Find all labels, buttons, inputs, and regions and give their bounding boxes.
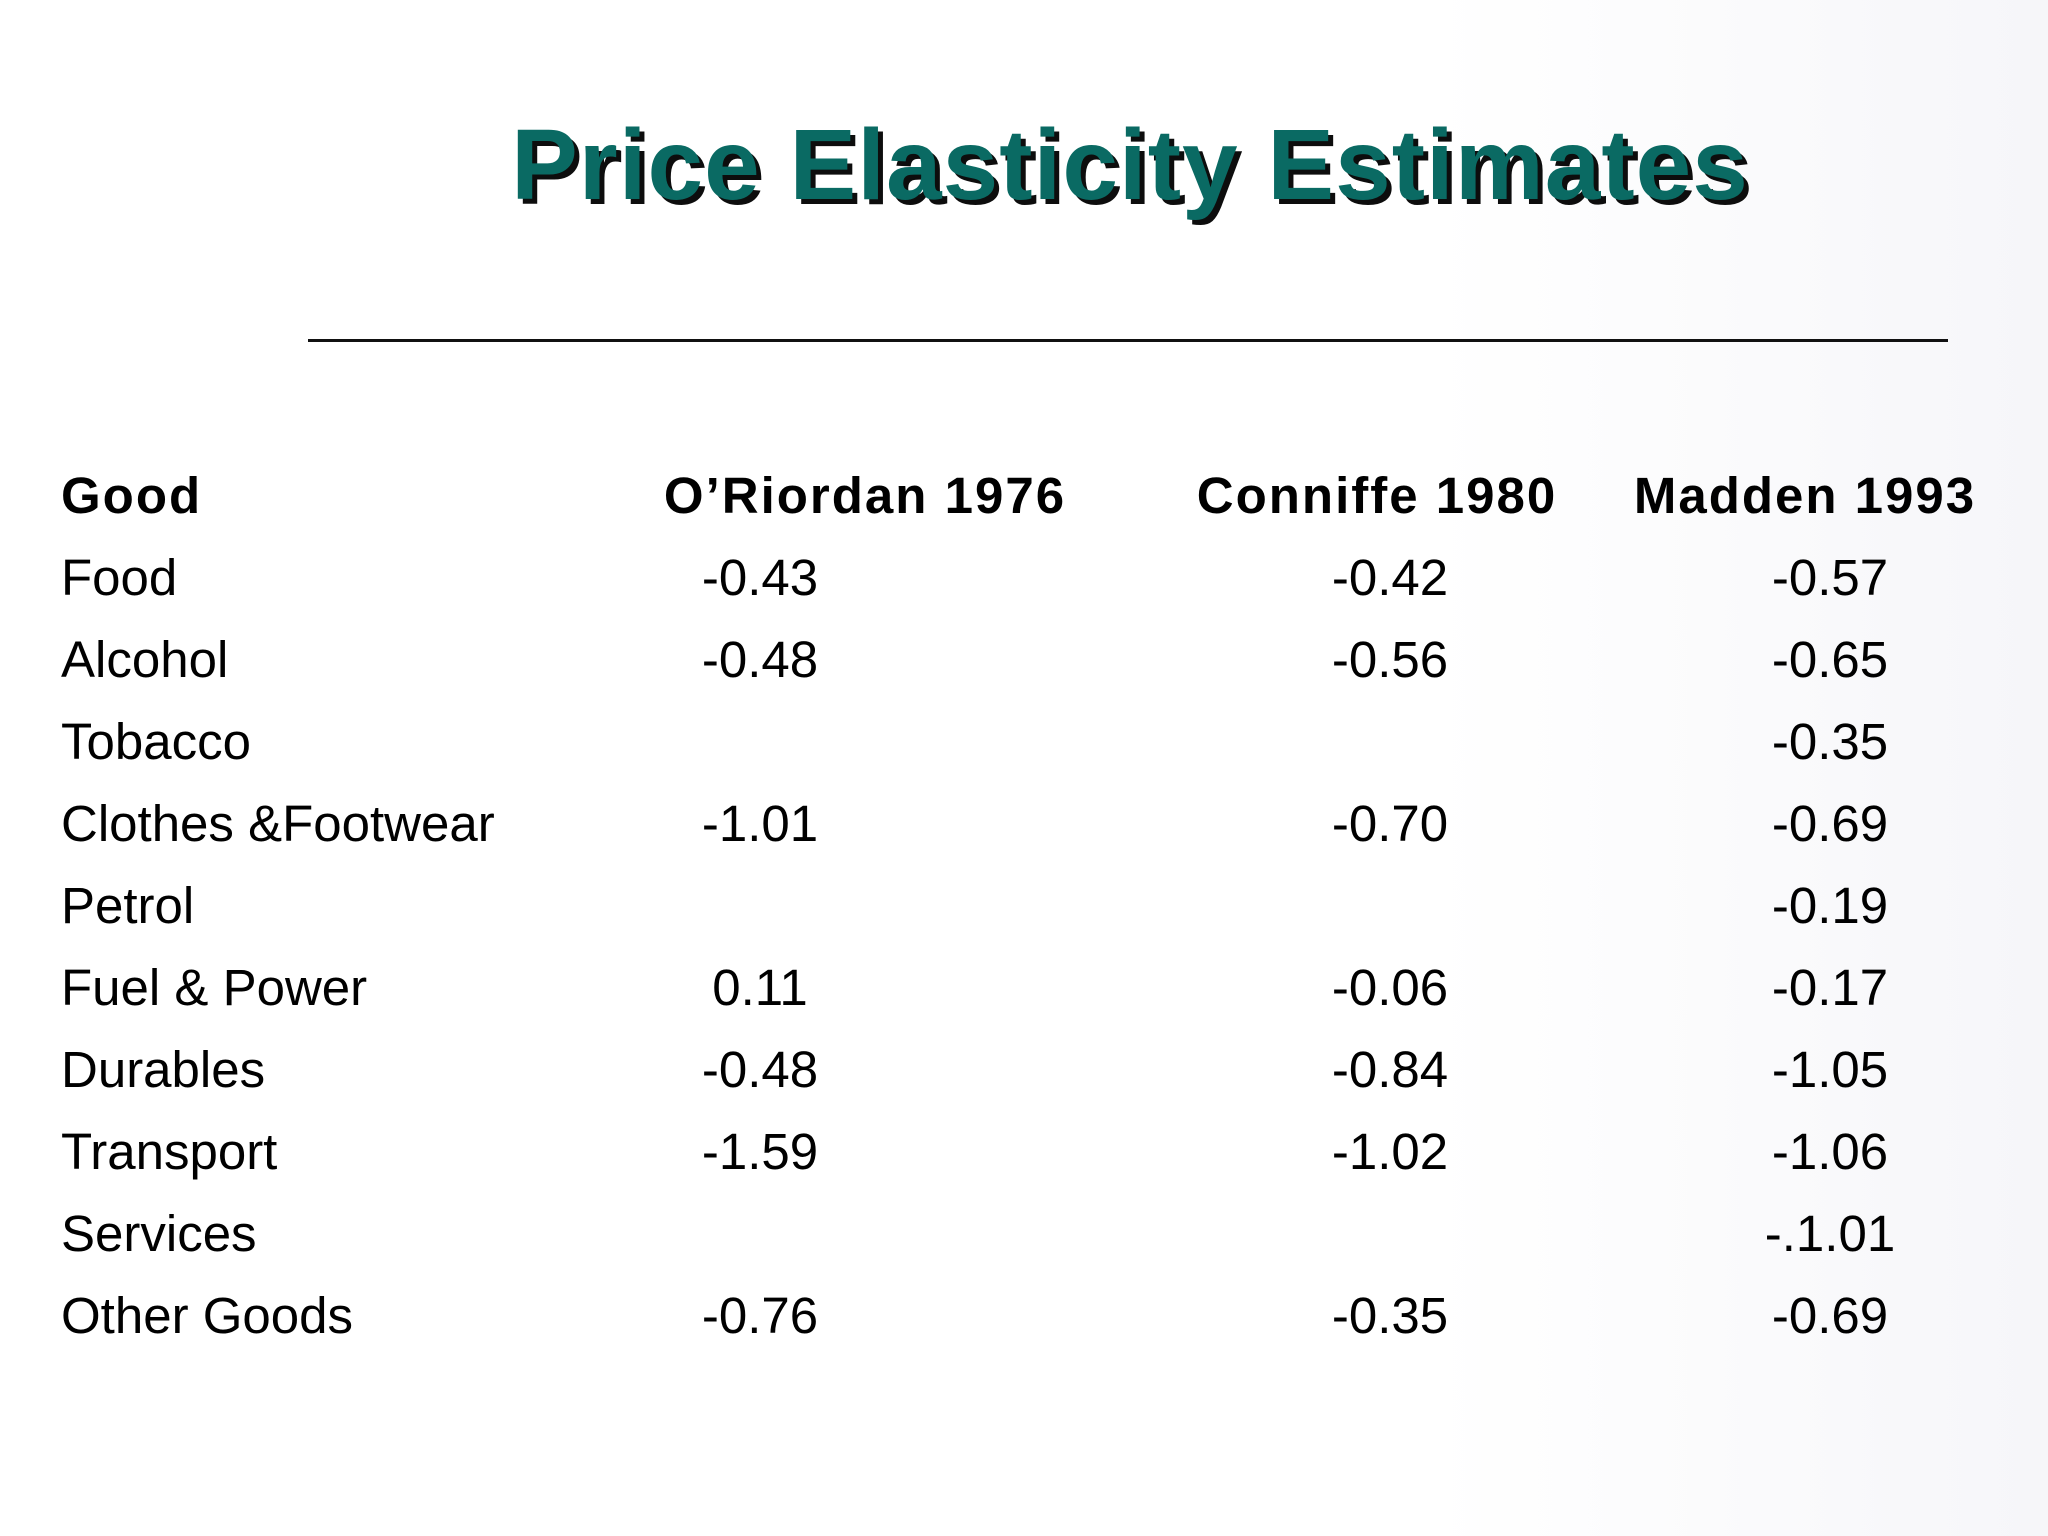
cell-good: Other Goods (61, 1287, 353, 1344)
table-header-row: Good O’Riordan 1976 Conniffe 1980 Madden… (0, 455, 2048, 537)
header-oriordan-1976: O’Riordan 1976 (663, 467, 1067, 524)
table-row: Fuel & Power 0.11 -0.06 -0.17 (0, 947, 2048, 1029)
cell-oriordan: -1.01 (701, 795, 819, 852)
cell-good: Petrol (61, 877, 195, 934)
cell-good: Services (61, 1205, 257, 1262)
cell-oriordan: -1.59 (701, 1123, 819, 1180)
table-row: Tobacco -0.35 (0, 701, 2048, 783)
cell-madden: -0.17 (1771, 959, 1889, 1016)
cell-conniffe: -0.06 (1331, 959, 1449, 1016)
cell-madden: -0.19 (1771, 877, 1889, 934)
cell-conniffe: -0.84 (1331, 1041, 1449, 1098)
table-row: Food -0.43 -0.42 -0.57 (0, 537, 2048, 619)
cell-madden: -0.69 (1771, 795, 1889, 852)
cell-good: Fuel & Power (61, 959, 368, 1016)
header-madden-1993: Madden 1993 (1633, 467, 1977, 524)
header-conniffe-1980: Conniffe 1980 (1196, 467, 1558, 524)
cell-conniffe: -0.70 (1331, 795, 1449, 852)
cell-oriordan: -0.43 (701, 549, 819, 606)
header-good: Good (61, 467, 203, 524)
table-row: Alcohol -0.48 -0.56 -0.65 (0, 619, 2048, 701)
cell-oriordan: 0.11 (712, 959, 808, 1016)
cell-oriordan: -0.48 (701, 1041, 819, 1098)
table-row: Durables -0.48 -0.84 -1.05 (0, 1029, 2048, 1111)
cell-madden: -1.05 (1771, 1041, 1889, 1098)
table-row: Other Goods -0.76 -0.35 -0.69 (0, 1275, 2048, 1357)
cell-conniffe: -0.56 (1331, 631, 1449, 688)
cell-good: Clothes &Footwear (61, 795, 495, 852)
cell-conniffe: -0.35 (1331, 1287, 1449, 1344)
table-row: Petrol -0.19 (0, 865, 2048, 947)
cell-oriordan: -0.76 (701, 1287, 819, 1344)
cell-oriordan: -0.48 (701, 631, 819, 688)
cell-madden: -1.06 (1771, 1123, 1889, 1180)
cell-good: Durables (61, 1041, 266, 1098)
cell-madden: -0.57 (1771, 549, 1889, 606)
cell-good: Food (61, 549, 178, 606)
table-row: Clothes &Footwear -1.01 -0.70 -0.69 (0, 783, 2048, 865)
table-row: Services -.1.01 (0, 1193, 2048, 1275)
cell-madden: -.1.01 (1764, 1205, 1896, 1262)
title-divider (308, 339, 1948, 342)
cell-good: Transport (61, 1123, 278, 1180)
cell-madden: -0.69 (1771, 1287, 1889, 1344)
table-row: Transport -1.59 -1.02 -1.06 (0, 1111, 2048, 1193)
cell-good: Alcohol (61, 631, 229, 688)
cell-good: Tobacco (61, 713, 251, 770)
cell-madden: -0.35 (1771, 713, 1889, 770)
cell-madden: -0.65 (1771, 631, 1889, 688)
cell-conniffe: -1.02 (1331, 1123, 1449, 1180)
cell-conniffe: -0.42 (1331, 549, 1449, 606)
slide-title: Price Elasticity Estimates (511, 109, 1749, 221)
